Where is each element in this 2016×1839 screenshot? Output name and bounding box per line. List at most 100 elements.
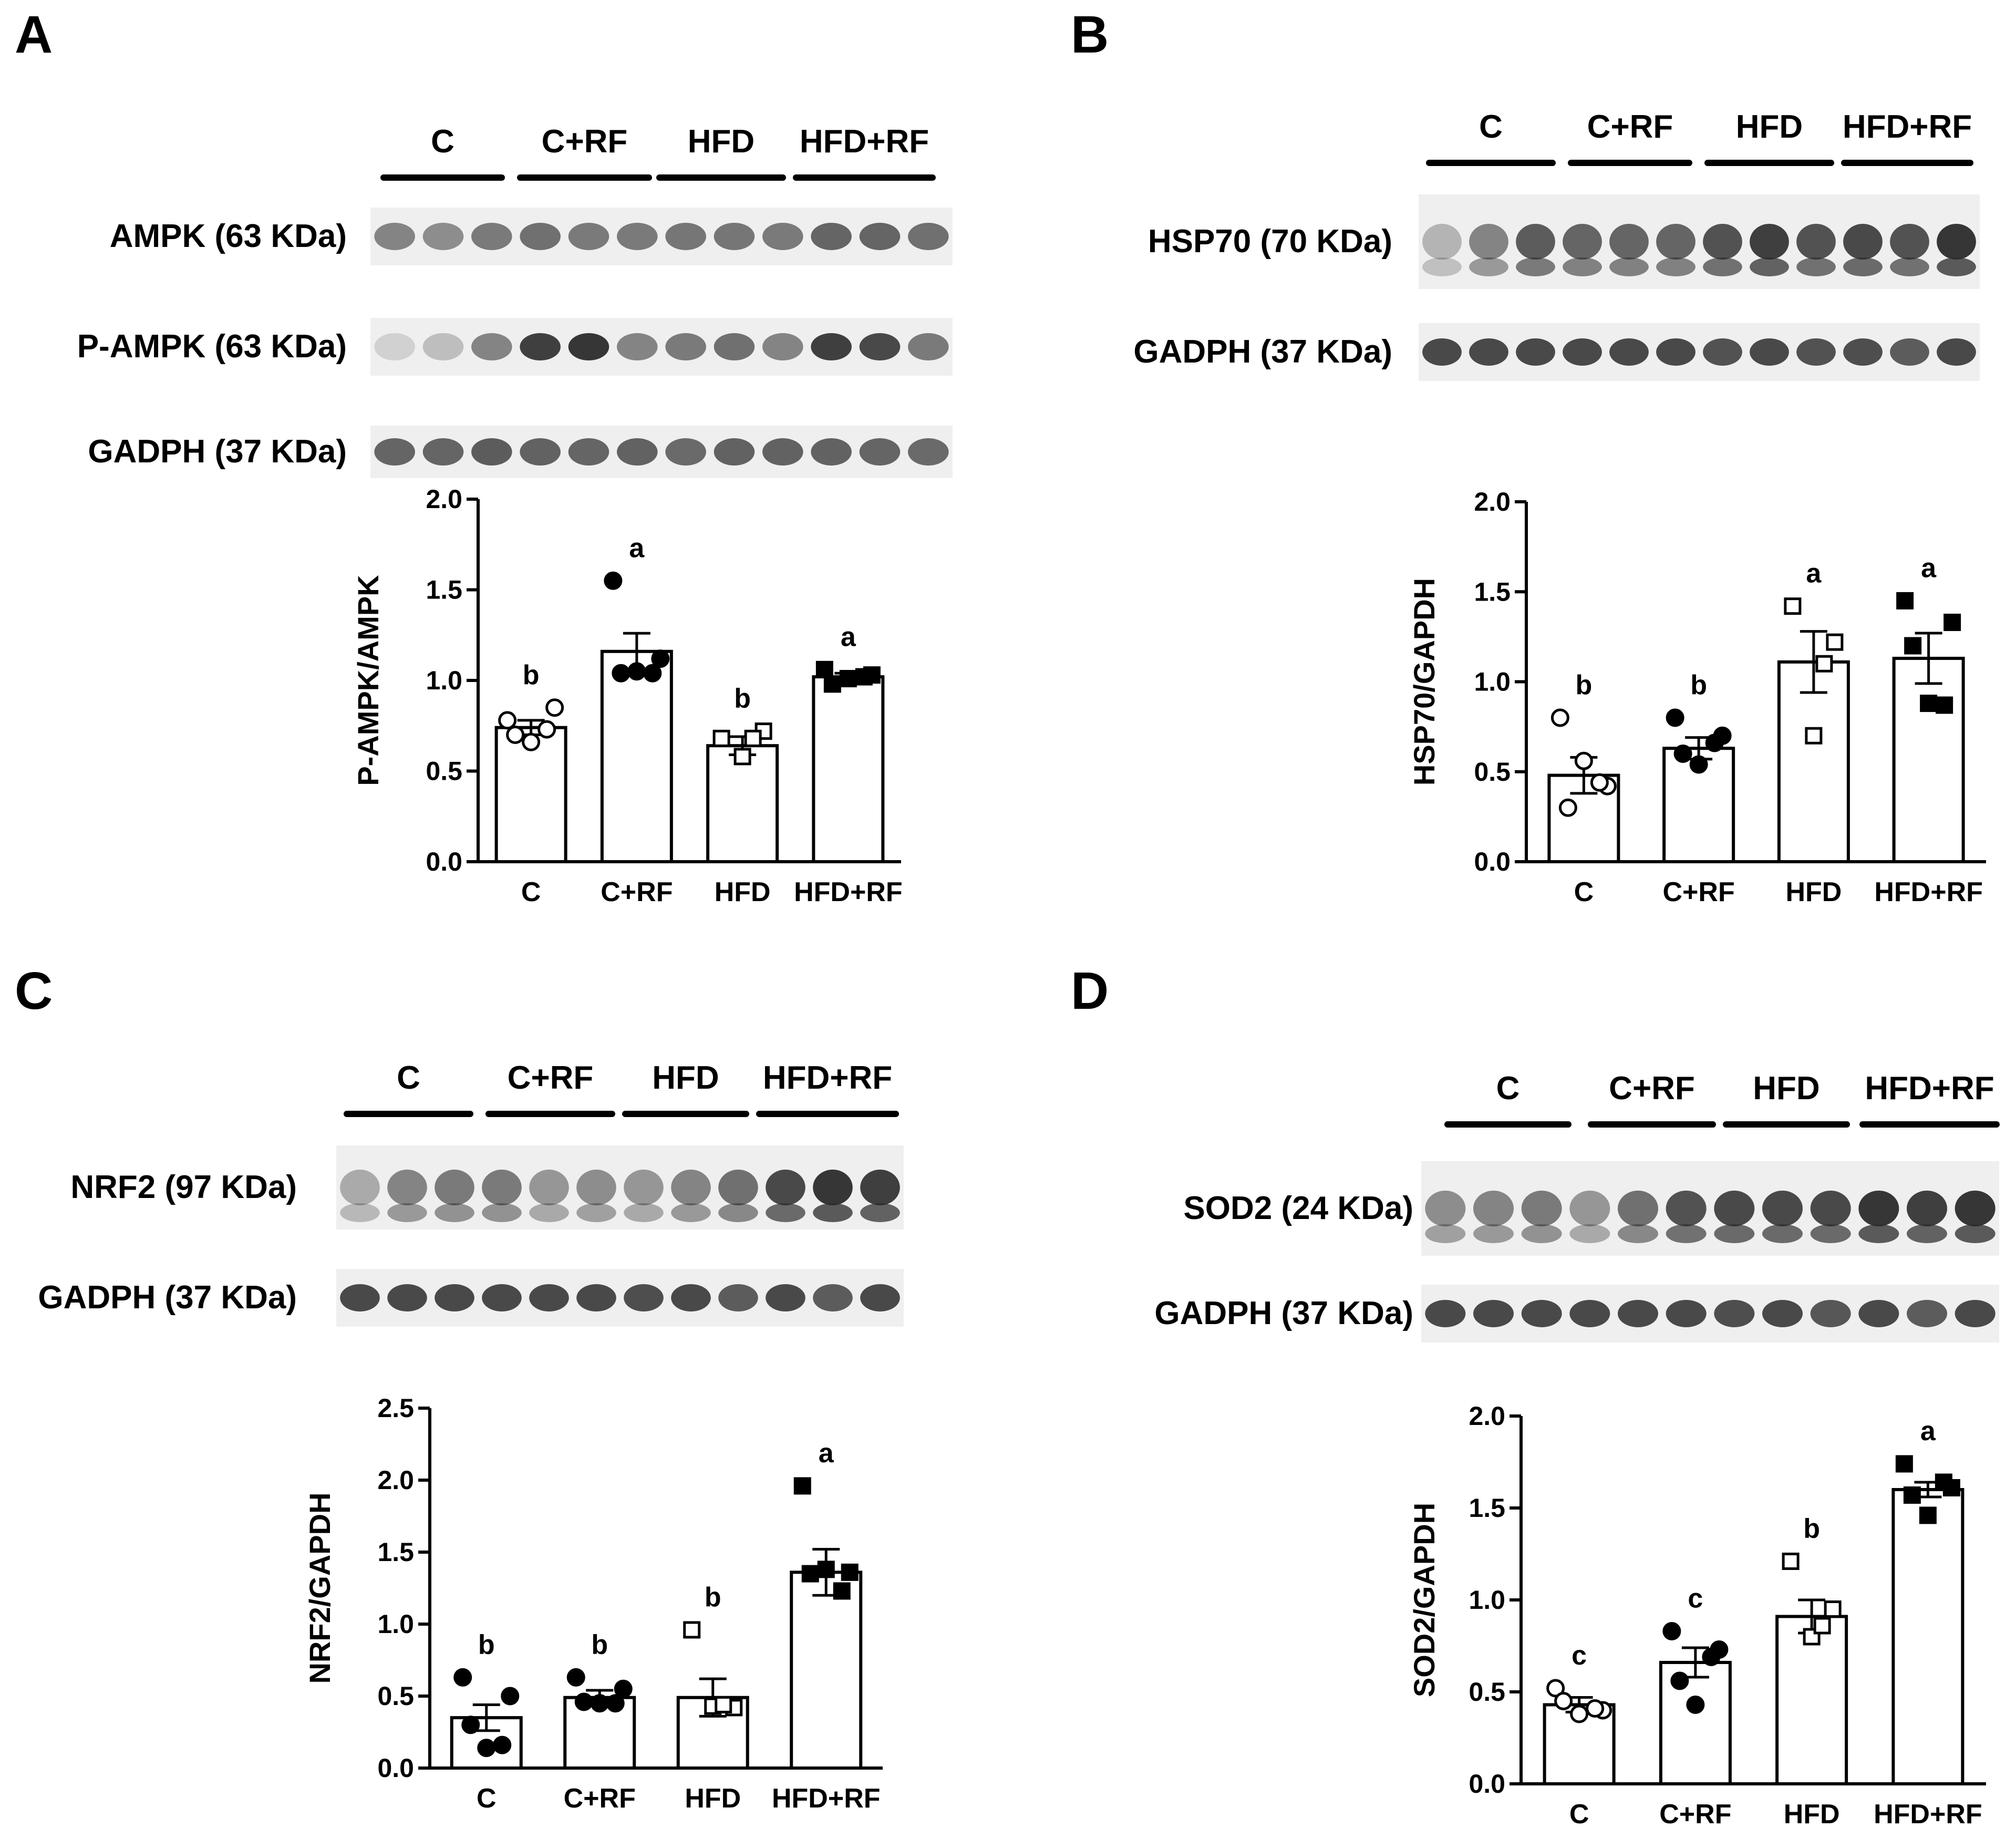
blot-strip [1419,323,1980,381]
blot-band [1890,257,1929,276]
blot-band [1618,1224,1658,1243]
blot-band [1750,338,1789,366]
blot-strip [1419,194,1980,289]
x-tick-label: C [1569,1799,1589,1830]
group-label: C+RF [542,123,628,160]
group-label: C [431,123,454,160]
blot-band [1937,257,1976,276]
blot-band [1656,224,1695,260]
y-tick-label: 0.0 [377,1753,414,1783]
blot-band [520,438,561,466]
blot-band [671,1284,711,1311]
blot-band [1890,224,1929,260]
blot-band [482,1170,522,1205]
group-label: HFD [688,123,754,160]
blot-band [1714,1191,1755,1226]
significance-letter: b [523,660,540,690]
data-point [1943,613,1961,631]
bar [600,649,673,864]
blot-band [1907,1191,1947,1226]
blot-band [1796,257,1836,276]
significance-letter: a [819,1438,834,1469]
blot-band [1810,1191,1851,1226]
blot-band [576,1170,616,1205]
blot-band [908,223,949,250]
significance-letter: a [1921,553,1937,583]
blot-strip [370,426,953,478]
blot-band [811,223,852,250]
significance-letter: b [734,684,751,714]
blot-band [1843,224,1883,260]
blot-band [665,333,706,360]
bar [812,675,885,863]
blot-strip [1421,1161,1999,1256]
y-tick-label: 2.0 [426,484,462,514]
bar [790,1571,863,1770]
x-tick-label: C+RF [1663,877,1735,907]
x-tick-label: C [477,1783,497,1814]
blot-band [1569,1300,1610,1327]
bar-chart: 0.0 0.5 1.0 1.5 2.0 2.5 NRF2/GAPDH b Cb C+RF b HFD a… [303,1393,883,1814]
blot-band [718,1203,758,1222]
blot-band [811,333,852,360]
blot-band [1890,338,1929,366]
bar-chart: 0.0 0.5 1.0 1.5 2.0 HSP70/GAPDH b Cb C+RF a HFD a HF… [1408,487,1986,907]
data-point [1702,1648,1721,1666]
data-point [715,1696,732,1713]
data-point [545,698,564,717]
blot-label: NRF2 (97 KDa) [70,1169,297,1205]
data-point [801,1565,819,1583]
blot-band [1569,1224,1610,1243]
data-point [1805,727,1823,745]
x-tick-label: HFD [715,877,771,907]
group-label: C+RF [1587,109,1673,145]
blot-band [1473,1191,1514,1226]
blot-band [1955,1224,1996,1243]
y-tick-label: 1.5 [426,575,462,605]
blot-band [718,1170,758,1205]
y-tick-label: 1.0 [377,1609,414,1639]
data-point [855,668,873,686]
data-point [614,1679,633,1698]
blot-band [908,333,949,360]
blot-band [762,223,803,250]
group-label: HFD [1736,109,1803,145]
group-label: HFD+RF [763,1060,892,1096]
blot-band [1937,224,1976,260]
panel-letter: B [1071,5,1109,64]
data-point [1554,1692,1573,1710]
blot-band [1609,338,1649,366]
data-point [839,670,857,688]
blot-band [435,1284,474,1311]
data-point [1666,708,1684,727]
blot-band [387,1203,427,1222]
data-point [590,1694,609,1713]
data-point [733,748,751,766]
x-tick-label: HFD+RF [772,1783,881,1814]
data-point [817,1561,835,1578]
data-point [1662,1622,1681,1640]
y-axis-title: HSP70/GAPDH [1408,578,1441,786]
blot-band [1473,1300,1514,1327]
x-tick-label: HFD+RF [1874,877,1983,907]
blot-band [1714,1300,1755,1327]
data-point [1670,1671,1689,1690]
group-label: HFD [1753,1070,1819,1107]
y-tick-label: 1.5 [377,1537,414,1567]
significance-letter: a [629,533,645,563]
group-label: C+RF [1609,1070,1695,1107]
x-tick-label: HFD [1785,877,1842,907]
blot-band [568,438,609,466]
blot-band [1425,1300,1466,1327]
blot-band [1843,338,1883,366]
blot-band [714,333,755,360]
blot-band [520,223,561,250]
blot-band [714,438,755,466]
bar-chart: 0.0 0.5 1.0 1.5 2.0 SOD2/GAPDH c Cc C+RF b HFD a HFD… [1408,1401,1986,1830]
blot-band [1563,257,1602,276]
blot-band [1762,1300,1803,1327]
blot-band [1563,338,1602,366]
data-point [498,711,517,730]
data-point [1935,1473,1952,1491]
